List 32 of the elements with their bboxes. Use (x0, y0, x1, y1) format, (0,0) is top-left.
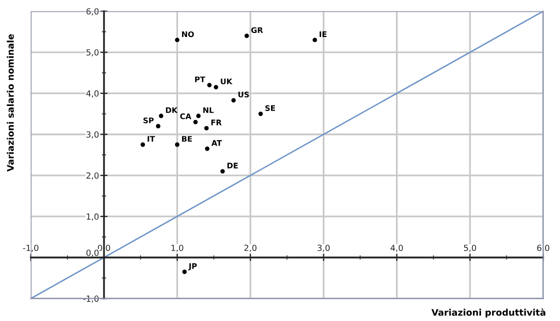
point (214, 84, 218, 90)
point (220, 169, 225, 174)
x-tick-label: 1,0 (171, 244, 184, 252)
point (174, 38, 180, 42)
point (182, 270, 187, 274)
y-axis-title: Variazioni salario nominale (6, 34, 14, 172)
point (204, 126, 209, 130)
x-tick-label: -1,0 (23, 244, 38, 252)
point (231, 98, 236, 103)
point (156, 124, 160, 128)
point (204, 146, 210, 151)
y-tick-label: 2,0 (86, 172, 99, 180)
y-tick-label: 3,0 (86, 131, 99, 138)
y-tick-label: 5,0 (86, 49, 99, 56)
point (258, 112, 263, 116)
x-tick-label: 3,0 (318, 244, 330, 252)
point (207, 82, 212, 88)
y-tick-label: 0,0 (86, 250, 99, 257)
x-tick-label: 2,0 (244, 244, 256, 252)
x-axis-title: Variazioni produttività (431, 308, 546, 318)
point (193, 120, 198, 124)
point (244, 34, 249, 38)
x-tick-label: 4,0 (390, 244, 403, 252)
point (196, 114, 201, 118)
point (312, 38, 318, 42)
x-tick-label: 5,0 (464, 244, 476, 252)
y-tick-label: 4,0 (86, 90, 99, 98)
point (158, 114, 164, 118)
point (174, 142, 180, 147)
point (140, 142, 146, 147)
y-tick-label: 6,0 (86, 8, 99, 16)
y-tick-label: 1,0 (86, 213, 99, 221)
